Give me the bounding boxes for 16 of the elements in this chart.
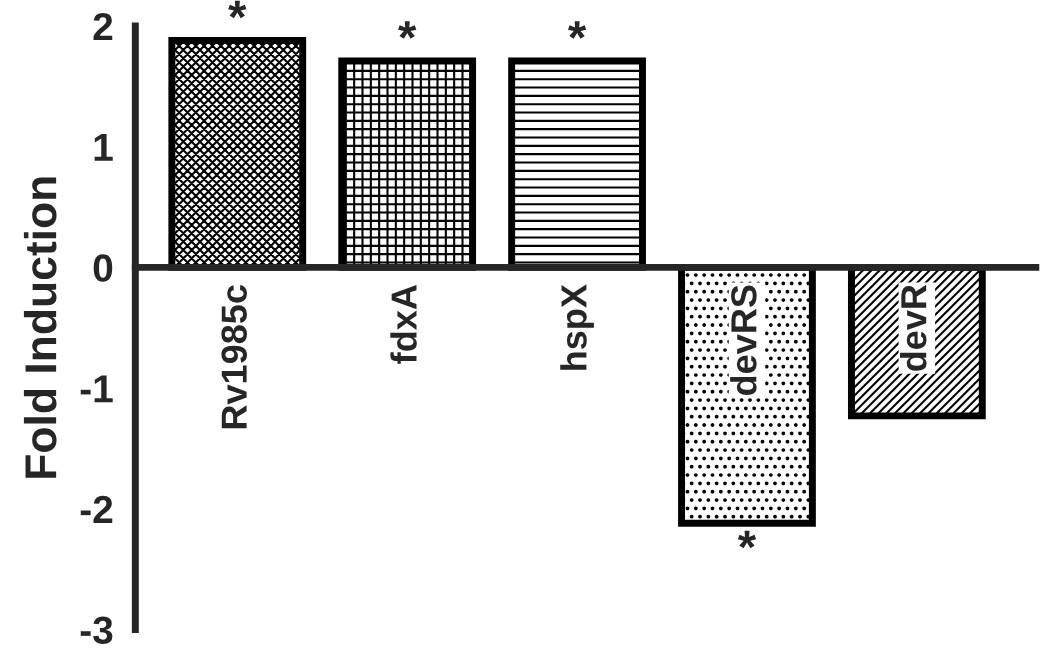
y-tick-label: -1 xyxy=(80,375,113,403)
x-tick-label: fdxA xyxy=(390,285,417,364)
y-tick-label: -3 xyxy=(80,616,113,645)
annotation: * xyxy=(398,21,417,39)
y-axis-title: Fold Induction xyxy=(23,177,57,478)
y-tick-label: 2 xyxy=(93,12,113,41)
y-tick-label: 0 xyxy=(93,254,113,282)
x-tick-label: hspX xyxy=(560,284,594,370)
y-tick-label: 1 xyxy=(94,134,113,161)
x-tick-label: Rv1985c xyxy=(221,285,247,429)
annotation: * xyxy=(568,21,587,39)
text: * xyxy=(228,0,247,19)
y-tick-label: -2 xyxy=(80,495,113,523)
x-tick-label: devRS xyxy=(730,285,757,395)
x-tick-label: devR xyxy=(900,284,927,371)
annotation: * xyxy=(737,530,757,549)
